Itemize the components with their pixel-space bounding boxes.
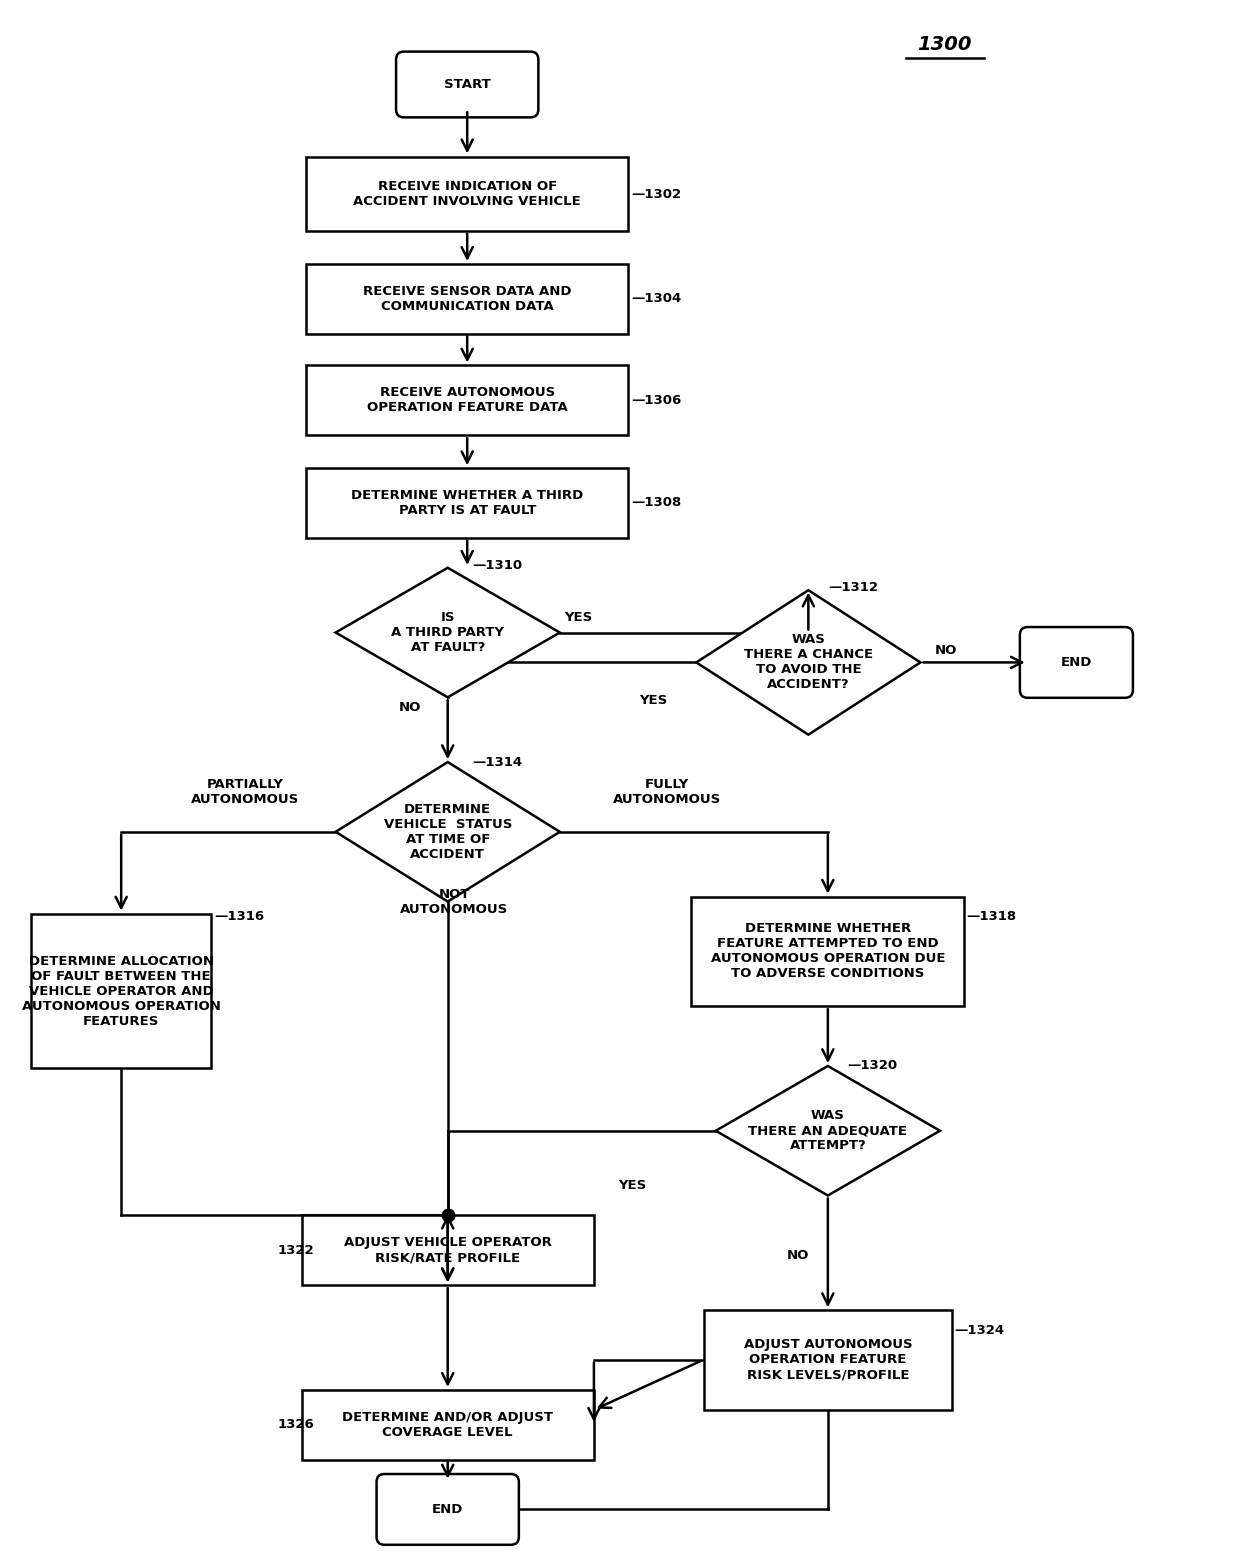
Text: DETERMINE WHETHER
FEATURE ATTEMPTED TO END
AUTONOMOUS OPERATION DUE
TO ADVERSE C: DETERMINE WHETHER FEATURE ATTEMPTED TO E… xyxy=(711,923,945,981)
Text: RECEIVE INDICATION OF
ACCIDENT INVOLVING VEHICLE: RECEIVE INDICATION OF ACCIDENT INVOLVING… xyxy=(353,180,582,208)
Text: —1306: —1306 xyxy=(631,394,681,406)
Text: —1318: —1318 xyxy=(966,911,1017,923)
Text: —1320: —1320 xyxy=(847,1059,898,1073)
Text: IS
A THIRD PARTY
AT FAULT?: IS A THIRD PARTY AT FAULT? xyxy=(391,611,505,654)
Text: DETERMINE WHETHER A THIRD
PARTY IS AT FAULT: DETERMINE WHETHER A THIRD PARTY IS AT FA… xyxy=(351,489,583,517)
FancyBboxPatch shape xyxy=(703,1311,952,1410)
FancyBboxPatch shape xyxy=(306,366,627,436)
Text: WAS
THERE AN ADEQUATE
ATTEMPT?: WAS THERE AN ADEQUATE ATTEMPT? xyxy=(749,1109,908,1153)
FancyBboxPatch shape xyxy=(301,1215,594,1286)
Text: FULLY
AUTONOMOUS: FULLY AUTONOMOUS xyxy=(613,778,722,806)
Text: —1316: —1316 xyxy=(213,911,264,923)
Text: NO: NO xyxy=(935,644,957,658)
Polygon shape xyxy=(336,567,559,697)
Text: START: START xyxy=(444,78,491,91)
FancyBboxPatch shape xyxy=(31,914,211,1068)
Text: END: END xyxy=(1060,656,1092,669)
Text: 1300: 1300 xyxy=(918,34,972,55)
Text: ADJUST VEHICLE OPERATOR
RISK/RATE PROFILE: ADJUST VEHICLE OPERATOR RISK/RATE PROFIL… xyxy=(343,1237,552,1264)
Text: NOT
AUTONOMOUS: NOT AUTONOMOUS xyxy=(401,887,508,915)
Text: 1326: 1326 xyxy=(277,1418,314,1431)
Text: —1304: —1304 xyxy=(631,292,681,305)
FancyBboxPatch shape xyxy=(377,1475,518,1545)
Polygon shape xyxy=(715,1065,940,1195)
FancyBboxPatch shape xyxy=(396,52,538,117)
Text: DETERMINE
VEHICLE  STATUS
AT TIME OF
ACCIDENT: DETERMINE VEHICLE STATUS AT TIME OF ACCI… xyxy=(383,803,512,861)
Text: WAS
THERE A CHANCE
TO AVOID THE
ACCIDENT?: WAS THERE A CHANCE TO AVOID THE ACCIDENT… xyxy=(744,634,873,692)
Text: 1322: 1322 xyxy=(277,1243,314,1257)
Polygon shape xyxy=(697,590,920,734)
Text: —1314: —1314 xyxy=(472,756,522,769)
Text: DETERMINE AND/OR ADJUST
COVERAGE LEVEL: DETERMINE AND/OR ADJUST COVERAGE LEVEL xyxy=(342,1410,553,1439)
FancyBboxPatch shape xyxy=(306,264,627,334)
Text: NO: NO xyxy=(399,701,422,714)
Text: YES: YES xyxy=(564,611,593,625)
Text: YES: YES xyxy=(639,694,667,706)
FancyBboxPatch shape xyxy=(1019,626,1133,698)
Text: PARTIALLY
AUTONOMOUS: PARTIALLY AUTONOMOUS xyxy=(191,778,299,806)
Text: YES: YES xyxy=(619,1179,646,1192)
Text: RECEIVE AUTONOMOUS
OPERATION FEATURE DATA: RECEIVE AUTONOMOUS OPERATION FEATURE DAT… xyxy=(367,386,568,414)
Text: ADJUST AUTONOMOUS
OPERATION FEATURE
RISK LEVELS/PROFILE: ADJUST AUTONOMOUS OPERATION FEATURE RISK… xyxy=(744,1339,913,1381)
Text: —1308: —1308 xyxy=(631,497,681,509)
Polygon shape xyxy=(336,762,559,901)
Text: NO: NO xyxy=(787,1248,810,1262)
Text: RECEIVE SENSOR DATA AND
COMMUNICATION DATA: RECEIVE SENSOR DATA AND COMMUNICATION DA… xyxy=(363,284,572,312)
Text: —1310: —1310 xyxy=(472,559,522,572)
Text: —1312: —1312 xyxy=(828,581,878,594)
FancyBboxPatch shape xyxy=(301,1390,594,1459)
Text: DETERMINE ALLOCATION
OF FAULT BETWEEN THE
VEHICLE OPERATOR AND
AUTONOMOUS OPERAT: DETERMINE ALLOCATION OF FAULT BETWEEN TH… xyxy=(22,954,221,1028)
Text: —1324: —1324 xyxy=(955,1323,1004,1337)
FancyBboxPatch shape xyxy=(306,156,627,231)
Text: END: END xyxy=(432,1503,464,1515)
FancyBboxPatch shape xyxy=(306,469,627,537)
FancyBboxPatch shape xyxy=(692,897,965,1006)
Text: —1302: —1302 xyxy=(631,187,681,200)
